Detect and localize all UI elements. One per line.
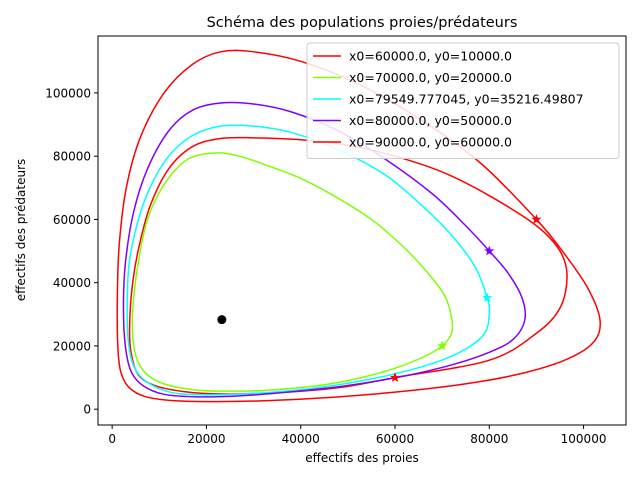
x-axis-ticks: 0 20000 40000 60000 80000 100000 — [108, 425, 606, 446]
x-tick-label: 60000 — [376, 432, 414, 446]
chart-title: Schéma des populations proies/prédateurs — [207, 15, 518, 31]
x-tick-label: 0 — [108, 432, 116, 446]
legend-entry-label: x0=90000.0, y0=60000.0 — [349, 135, 512, 150]
y-tick-label: 60000 — [53, 213, 91, 227]
series-5-trajectory — [116, 49, 601, 403]
y-tick-label: 100000 — [45, 86, 91, 100]
series-4-trajectory — [122, 101, 527, 398]
y-tick-label: 0 — [83, 403, 91, 417]
legend-box — [306, 42, 620, 159]
equilibrium-point — [217, 315, 227, 325]
x-tick-label: 80000 — [470, 432, 508, 446]
legend-entry-label: x0=70000.0, y0=20000.0 — [349, 70, 512, 85]
series-2-trajectory — [131, 152, 454, 392]
series-4-start-marker — [484, 245, 495, 256]
series-3-start-marker — [482, 292, 493, 303]
y-tick-label: 40000 — [53, 276, 91, 290]
series-5-start-marker — [531, 214, 542, 224]
legend-entry-label: x0=79549.777045, y0=35216.49807 — [349, 92, 584, 107]
plot-area — [116, 49, 601, 403]
y-axis-ticks: 0 20000 40000 60000 80000 100000 — [45, 86, 98, 417]
legend-entry-label: x0=80000.0, y0=50000.0 — [349, 113, 512, 128]
y-tick-label: 20000 — [53, 339, 91, 353]
legend-entry-label: x0=60000.0, y0=10000.0 — [349, 49, 512, 64]
legend: x0=60000.0, y0=10000.0 x0=70000.0, y0=200… — [306, 42, 620, 159]
series-1-start-marker — [389, 372, 401, 382]
x-axis-label: effectifs des proies — [305, 451, 419, 465]
y-tick-label: 80000 — [53, 150, 91, 164]
x-tick-label: 100000 — [561, 432, 607, 446]
x-tick-label: 40000 — [282, 432, 320, 446]
x-tick-label: 20000 — [187, 432, 225, 446]
y-axis-label: effectifs des prédateurs — [14, 159, 28, 302]
axes-frame — [97, 35, 627, 426]
series-1-trajectory — [128, 136, 568, 395]
series-2-start-marker — [437, 340, 448, 351]
